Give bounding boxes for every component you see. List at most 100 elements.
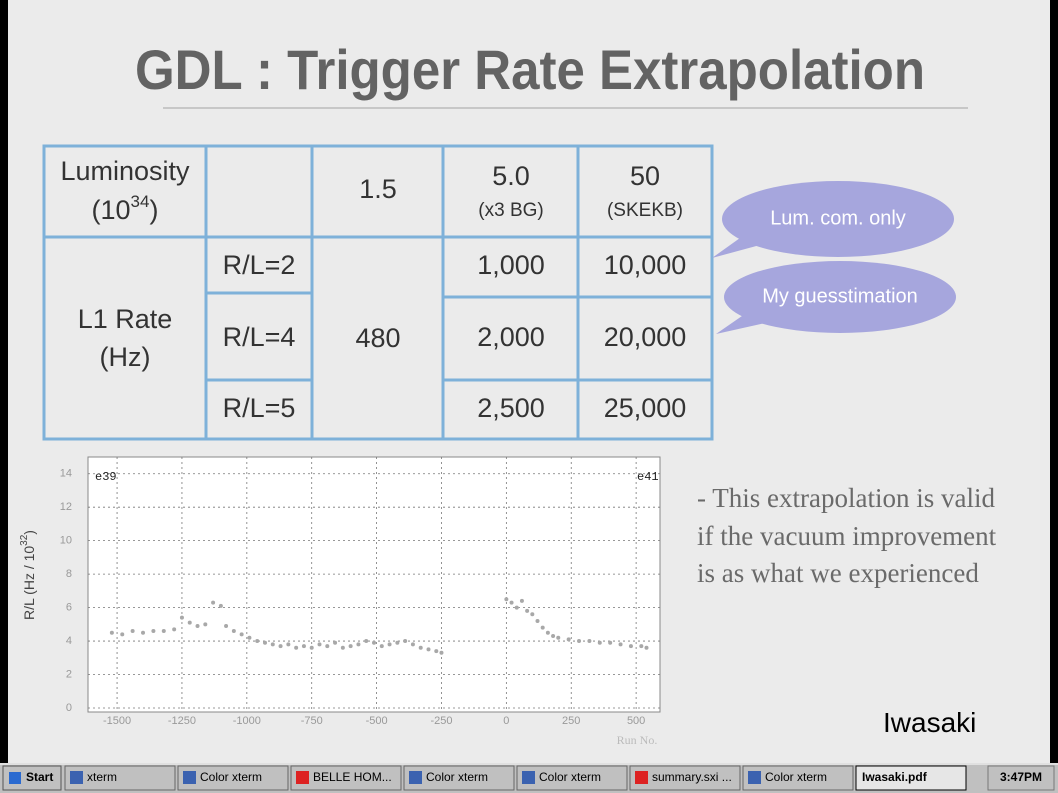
point: [231, 629, 236, 634]
taskbar-button[interactable]: [177, 765, 289, 791]
table-rows: R/L=2 1,000 10,000 R/L=4 2,000 20,000 R/L=5 2,5…: [223, 250, 687, 423]
taskbar-button[interactable]: [742, 765, 854, 791]
point: [387, 642, 392, 647]
y-tick-label: 2: [66, 668, 72, 680]
point: [294, 645, 299, 650]
point: [403, 639, 408, 644]
y-tick-label: 6: [66, 601, 72, 613]
point: [301, 644, 306, 649]
point: [519, 598, 524, 603]
point: [504, 597, 509, 602]
point: [141, 630, 146, 635]
cell: 10,000: [604, 250, 687, 280]
point: [224, 623, 229, 628]
superscript: 34: [131, 192, 150, 211]
x-axis-label: Run No.: [617, 733, 658, 747]
point: [179, 615, 184, 620]
point: [566, 637, 571, 642]
taskbar-label: Color xterm: [539, 770, 601, 784]
point: [535, 618, 540, 623]
point: [120, 632, 125, 637]
header-cell: 50: [630, 161, 660, 191]
point: [187, 620, 192, 625]
start-icon: [9, 772, 21, 784]
cell: 2,000: [477, 322, 545, 352]
x-tick-label: -750: [301, 715, 323, 727]
point: [379, 644, 384, 649]
taskbar-label: Iwasaki.pdf: [862, 770, 928, 784]
point: [278, 644, 283, 649]
point: [364, 639, 369, 644]
y-tick-label: 10: [60, 535, 72, 547]
header-cell: (1034): [92, 192, 159, 225]
cell: 2,500: [477, 393, 545, 423]
taskbar-button[interactable]: [629, 765, 741, 791]
point: [628, 644, 633, 649]
point: [239, 632, 244, 637]
window-icon: [522, 771, 535, 784]
taskbar-button[interactable]: [290, 765, 402, 791]
y-tick-label: 0: [66, 702, 72, 714]
taskbar-label: BELLE HOM...: [313, 770, 392, 784]
point: [509, 600, 514, 605]
point: [410, 642, 415, 647]
callout-text: Lum. com. only: [770, 207, 906, 229]
cell: 25,000: [604, 393, 687, 423]
callout: [712, 181, 956, 334]
point: [587, 639, 592, 644]
point: [151, 629, 156, 634]
point: [439, 650, 444, 655]
x-tick-label: 0: [503, 715, 509, 727]
point: [286, 642, 291, 647]
point: [434, 649, 439, 654]
point: [172, 627, 177, 632]
point: [211, 600, 216, 605]
x-tick-label: -500: [366, 715, 388, 727]
window-icon: [296, 771, 309, 784]
header-cell: 5.0: [492, 161, 530, 191]
point: [325, 644, 330, 649]
x-tick-label: -1000: [233, 715, 261, 727]
point: [109, 630, 114, 635]
header-note: (SKEKB): [607, 200, 683, 221]
point: [597, 640, 602, 645]
cell: 480: [355, 323, 400, 353]
point: [418, 645, 423, 650]
note-line: if the vacuum improvement: [697, 521, 997, 551]
point: [644, 645, 649, 650]
notes: - This extrapolation is valid if the vac…: [697, 483, 997, 588]
point: [545, 630, 550, 635]
taskbar-button[interactable]: [516, 765, 628, 791]
x-tick-label: 500: [627, 715, 645, 727]
note-line: is as what we experienced: [697, 558, 979, 588]
plot-area: [87, 456, 661, 713]
y-tick-label: 12: [60, 501, 72, 513]
point: [540, 625, 545, 630]
y-tick-label: 4: [66, 635, 72, 647]
taskbar-label: Color xterm: [426, 770, 488, 784]
taskbar-label: Color xterm: [200, 770, 262, 784]
clock-box: [987, 765, 1055, 791]
annotation: e39: [95, 470, 117, 484]
header-cell: 1.5: [359, 174, 397, 204]
point: [514, 605, 519, 610]
point: [639, 644, 644, 649]
superscript: 32: [19, 534, 30, 546]
row-ratio: R/L=5: [223, 393, 296, 423]
point: [195, 623, 200, 628]
y-tick-label: 14: [60, 468, 72, 480]
callout-text: My guesstimation: [762, 285, 918, 307]
y-tick-label: 8: [66, 568, 72, 580]
row-ratio: R/L=2: [223, 250, 296, 280]
point: [203, 622, 208, 627]
clock: 3:47PM: [1000, 770, 1042, 784]
taskbar-button[interactable]: [403, 765, 515, 791]
taskbar-button[interactable]: [855, 765, 967, 791]
cell: 20,000: [604, 322, 687, 352]
window-icon: [183, 771, 196, 784]
point: [317, 642, 322, 647]
point: [426, 647, 431, 652]
slide-title: GDL : Trigger Rate Extrapolation: [135, 38, 925, 101]
point: [577, 639, 582, 644]
taskbar-button[interactable]: [64, 765, 176, 791]
